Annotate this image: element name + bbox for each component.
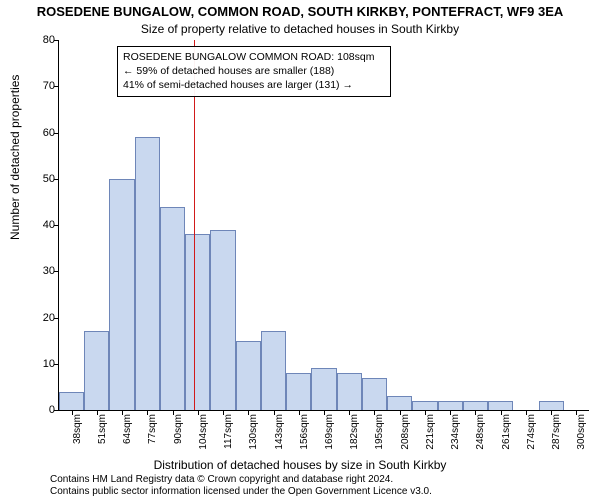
x-tick: 38sqm	[72, 410, 73, 416]
x-tick: 64sqm	[122, 410, 123, 416]
x-tick-label: 104sqm	[198, 414, 209, 450]
y-tick-label: 80	[31, 34, 55, 46]
plot-area: 0102030405060708038sqm51sqm64sqm77sqm90s…	[58, 40, 589, 411]
y-tick-label: 30	[31, 265, 55, 277]
x-tick: 248sqm	[475, 410, 476, 416]
x-tick-label: 208sqm	[400, 414, 411, 450]
y-tick-label: 50	[31, 173, 55, 185]
x-tick-label: 261sqm	[501, 414, 512, 450]
y-tick-label: 10	[31, 358, 55, 370]
y-axis-label: Number of detached properties	[8, 75, 22, 240]
chart-subtitle: Size of property relative to detached ho…	[0, 22, 600, 36]
x-tick: 130sqm	[248, 410, 249, 416]
x-tick-label: 169sqm	[324, 414, 335, 450]
histogram-bar	[387, 396, 412, 410]
x-tick: 221sqm	[425, 410, 426, 416]
x-tick: 274sqm	[526, 410, 527, 416]
x-tick-label: 287sqm	[551, 414, 562, 450]
y-tick-label: 20	[31, 312, 55, 324]
histogram-bar	[84, 331, 109, 410]
histogram-bar	[261, 331, 286, 410]
histogram-bar	[463, 401, 488, 410]
histogram-bar	[210, 230, 235, 410]
histogram-bar	[109, 179, 134, 410]
y-tick-mark	[54, 410, 59, 411]
x-tick: 169sqm	[324, 410, 325, 416]
annotation-box: ROSEDENE BUNGALOW COMMON ROAD: 108sqm ← …	[117, 46, 391, 97]
x-tick: 182sqm	[349, 410, 350, 416]
y-tick-mark	[54, 133, 59, 134]
y-tick-mark	[54, 364, 59, 365]
histogram-bar	[160, 207, 185, 411]
x-tick-label: 130sqm	[248, 414, 259, 450]
y-tick-label: 60	[31, 127, 55, 139]
y-tick-label: 40	[31, 219, 55, 231]
x-tick: 90sqm	[173, 410, 174, 416]
x-tick-label: 38sqm	[72, 414, 83, 444]
y-tick-mark	[54, 86, 59, 87]
y-tick-mark	[54, 179, 59, 180]
x-tick-label: 248sqm	[475, 414, 486, 450]
x-tick: 287sqm	[551, 410, 552, 416]
x-tick: 77sqm	[147, 410, 148, 416]
histogram-bar	[488, 401, 513, 410]
y-tick-mark	[54, 225, 59, 226]
histogram-bar	[412, 401, 437, 410]
x-tick-label: 64sqm	[122, 414, 133, 444]
x-tick-label: 117sqm	[223, 414, 234, 449]
attribution-text: Contains HM Land Registry data © Crown c…	[50, 474, 432, 498]
x-tick-label: 300sqm	[576, 414, 587, 450]
x-tick-label: 274sqm	[526, 414, 537, 450]
histogram-bar	[185, 234, 210, 410]
chart-title: ROSEDENE BUNGALOW, COMMON ROAD, SOUTH KI…	[0, 4, 600, 19]
x-tick: 261sqm	[501, 410, 502, 416]
histogram-bar	[311, 368, 336, 410]
x-tick-label: 143sqm	[274, 414, 285, 450]
x-tick-label: 182sqm	[349, 414, 360, 450]
x-tick: 195sqm	[374, 410, 375, 416]
y-tick-mark	[54, 40, 59, 41]
x-tick: 117sqm	[223, 410, 224, 416]
y-tick-mark	[54, 318, 59, 319]
x-tick-label: 77sqm	[147, 414, 158, 444]
x-tick-label: 234sqm	[450, 414, 461, 450]
x-tick: 208sqm	[400, 410, 401, 416]
x-tick: 51sqm	[97, 410, 98, 416]
x-axis-label: Distribution of detached houses by size …	[0, 458, 600, 472]
x-tick-label: 156sqm	[299, 414, 310, 450]
x-tick: 143sqm	[274, 410, 275, 416]
x-tick: 234sqm	[450, 410, 451, 416]
histogram-bar	[236, 341, 261, 410]
x-tick-label: 221sqm	[425, 414, 436, 450]
y-tick-mark	[54, 271, 59, 272]
histogram-bar	[135, 137, 160, 410]
histogram-bar	[438, 401, 463, 410]
x-tick: 104sqm	[198, 410, 199, 416]
x-tick-label: 195sqm	[374, 414, 385, 450]
y-tick-label: 0	[31, 404, 55, 416]
histogram-bar	[337, 373, 362, 410]
y-tick-label: 70	[31, 80, 55, 92]
histogram-bar	[286, 373, 311, 410]
chart-container: ROSEDENE BUNGALOW, COMMON ROAD, SOUTH KI…	[0, 0, 600, 500]
x-tick-label: 51sqm	[97, 414, 108, 444]
histogram-bar	[539, 401, 564, 410]
histogram-bar	[59, 392, 84, 411]
x-tick: 156sqm	[299, 410, 300, 416]
histogram-bar	[362, 378, 387, 410]
x-tick-label: 90sqm	[173, 414, 184, 444]
x-tick: 300sqm	[576, 410, 577, 416]
